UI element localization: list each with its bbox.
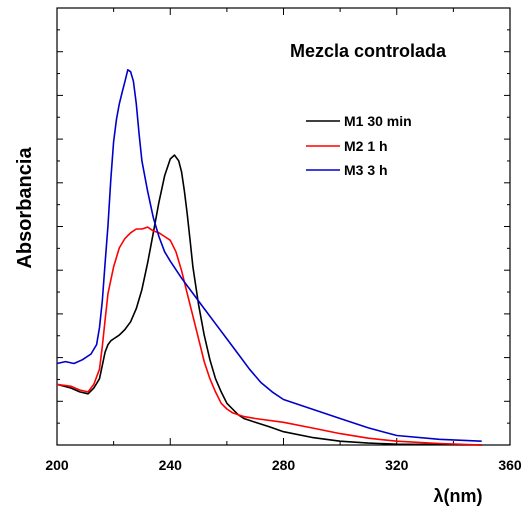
legend-label-m1: M1 30 min <box>344 113 412 129</box>
x-tick-labels: 200 240 280 320 360 <box>45 457 522 473</box>
y-axis-label: Absorbancia <box>14 147 36 269</box>
legend: M1 30 min M2 1 h M3 3 h <box>306 113 412 178</box>
x-tick-label: 240 <box>159 457 183 473</box>
legend-label-m2: M2 1 h <box>344 138 388 154</box>
series-line-1 <box>56 154 482 446</box>
series-curves <box>56 69 482 446</box>
series-line-2 <box>56 226 482 446</box>
x-tick-label: 320 <box>385 457 409 473</box>
plot-frame <box>56 7 511 446</box>
x-tick-label: 280 <box>272 457 296 473</box>
chart-title: Mezcla controlada <box>290 41 447 61</box>
x-tick-label: 360 <box>498 457 522 473</box>
x-axis-label: λ(nm) <box>434 486 483 506</box>
axis-ticks <box>56 7 511 446</box>
legend-label-m3: M3 3 h <box>344 162 388 178</box>
x-tick-label: 200 <box>45 457 69 473</box>
series-line-3 <box>56 69 482 442</box>
